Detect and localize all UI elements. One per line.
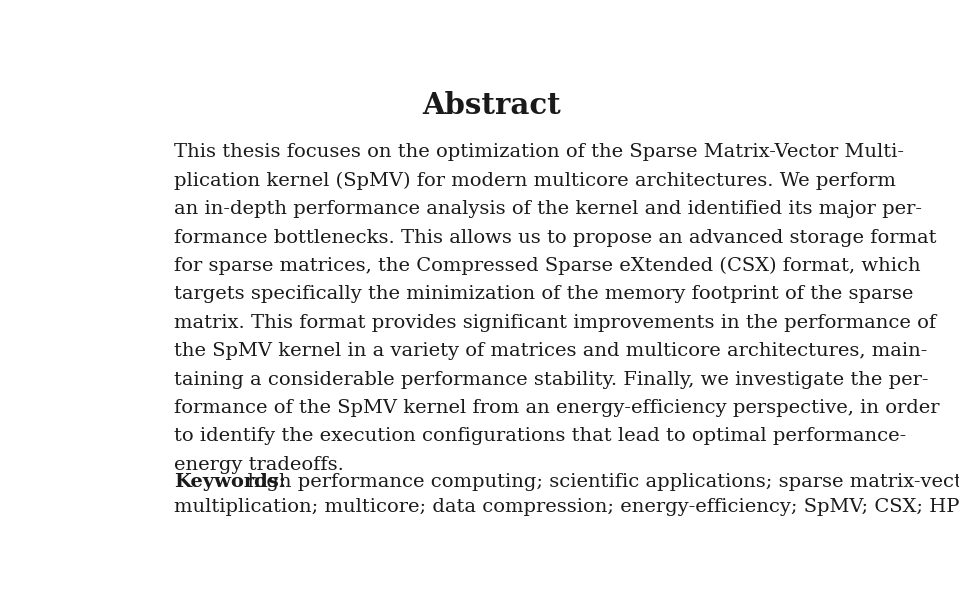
Text: energy tradeoffs.: energy tradeoffs. xyxy=(175,456,344,474)
Text: the SpMV kernel in a variety of matrices and multicore architectures, main-: the SpMV kernel in a variety of matrices… xyxy=(175,342,927,360)
Text: formance of the SpMV kernel from an energy-efficiency perspective, in order: formance of the SpMV kernel from an ener… xyxy=(175,399,940,417)
Text: matrix. This format provides significant improvements in the performance of: matrix. This format provides significant… xyxy=(175,314,936,332)
Text: to identify the execution configurations that lead to optimal performance-: to identify the execution configurations… xyxy=(175,427,906,445)
Text: multiplication; multicore; data compression; energy-efficiency; SpMV; CSX; HPC: multiplication; multicore; data compress… xyxy=(175,498,959,516)
Text: for sparse matrices, the Compressed Sparse eXtended (CSX) format, which: for sparse matrices, the Compressed Spar… xyxy=(175,257,921,276)
Text: taining a considerable performance stability. Finally, we investigate the per-: taining a considerable performance stabi… xyxy=(175,371,928,389)
Text: targets specifically the minimization of the memory footprint of the sparse: targets specifically the minimization of… xyxy=(175,286,914,303)
Text: high performance computing; scientific applications; sparse matrix-vector: high performance computing; scientific a… xyxy=(235,473,959,491)
Text: Keywords:: Keywords: xyxy=(175,473,286,491)
Text: formance bottlenecks. This allows us to propose an advanced storage format: formance bottlenecks. This allows us to … xyxy=(175,229,937,247)
Text: Abstract: Abstract xyxy=(422,91,561,120)
Text: an in-depth performance analysis of the kernel and identified its major per-: an in-depth performance analysis of the … xyxy=(175,200,923,218)
Text: This thesis focuses on the optimization of the Sparse Matrix-Vector Multi-: This thesis focuses on the optimization … xyxy=(175,143,904,162)
Text: plication kernel (SpMV) for modern multicore architectures. We perform: plication kernel (SpMV) for modern multi… xyxy=(175,172,896,190)
